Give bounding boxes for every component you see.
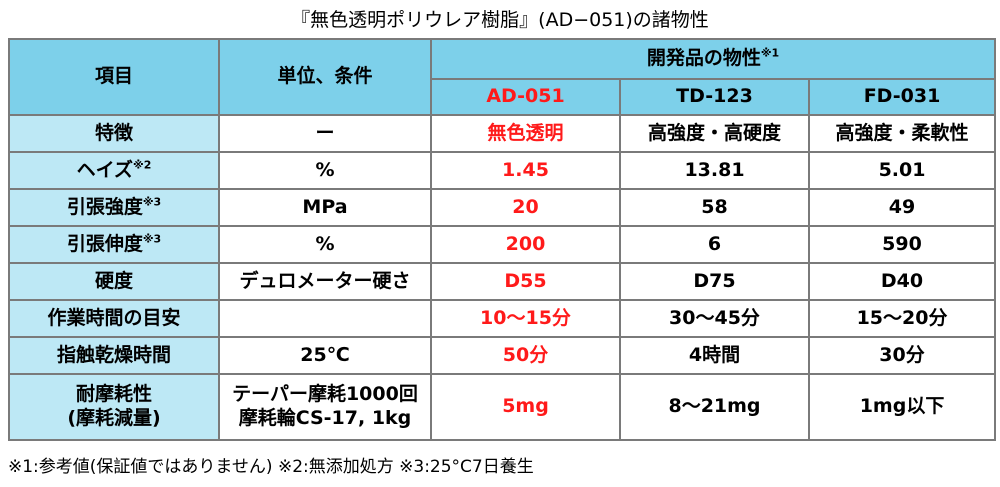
- table-row: 引張強度※3 MPa 20 58 49: [8, 188, 997, 227]
- row-label-text: 指触乾燥時間: [56, 343, 171, 366]
- cell-ad051: 50分: [430, 336, 621, 375]
- cell-fd031: 高強度・柔軟性: [807, 114, 997, 153]
- row-unit-line1: テーパー摩耗1000回: [232, 383, 418, 406]
- cell-td123: D75: [619, 262, 810, 301]
- header-group: 開発品の物性※1: [429, 38, 997, 80]
- row-unit: [218, 299, 432, 338]
- row-unit: デュロメーター硬さ: [218, 262, 432, 301]
- row-label-text: 引張伸度: [66, 232, 143, 255]
- row-unit: 25℃: [218, 336, 432, 375]
- row-label-note: ※3: [142, 195, 162, 209]
- row-unit: %: [218, 225, 432, 264]
- cell-td123: 4時間: [619, 336, 810, 375]
- row-unit: ー: [218, 114, 432, 153]
- cell-fd031: 49: [807, 188, 997, 227]
- header-unit: 単位、条件: [218, 38, 432, 116]
- cell-ad051: 1.45: [430, 151, 621, 190]
- row-unit: %: [218, 151, 432, 190]
- table-row: ヘイズ※2 % 1.45 13.81 5.01: [8, 151, 997, 190]
- cell-td123: 8〜21mg: [619, 373, 810, 441]
- row-unit-line2: 摩耗輪CS-17, 1kg: [238, 407, 412, 429]
- cell-td123: 30〜45分: [619, 299, 810, 338]
- row-label-text: 作業時間の目安: [47, 306, 181, 329]
- table-row: 作業時間の目安 10〜15分 30〜45分 15〜20分: [8, 299, 997, 338]
- properties-table: 項目 単位、条件 開発品の物性※1 AD-051 TD-123 FD-031 特…: [8, 38, 997, 441]
- cell-ad051: D55: [430, 262, 621, 301]
- cell-fd031: 15〜20分: [807, 299, 997, 338]
- cell-ad051: 無色透明: [430, 114, 621, 153]
- cell-fd031: 1mg以下: [807, 373, 997, 441]
- row-label-note: ※3: [142, 232, 162, 246]
- row-label-text: 硬度: [94, 269, 133, 292]
- header-group-label: 開発品の物性: [646, 47, 761, 70]
- row-label-text: 引張強度: [66, 195, 143, 218]
- cell-td123: 58: [619, 188, 810, 227]
- row-label: 引張伸度※3: [8, 225, 220, 264]
- cell-td123: 6: [619, 225, 810, 264]
- cell-ad051: 200: [430, 225, 621, 264]
- header-group-note: ※1: [760, 46, 780, 60]
- cell-td123: 高強度・高硬度: [619, 114, 810, 153]
- cell-ad051: 5mg: [430, 373, 621, 441]
- page-title: 『無色透明ポリウレア樹脂』(AD−051)の諸物性: [291, 9, 709, 31]
- cell-fd031: D40: [807, 262, 997, 301]
- cell-ad051: 10〜15分: [430, 299, 621, 338]
- cell-fd031: 5.01: [807, 151, 997, 190]
- row-label: 耐摩耗性 (摩耗減量): [8, 373, 220, 441]
- table-row: 指触乾燥時間 25℃ 50分 4時間 30分: [8, 336, 997, 375]
- row-label: 引張強度※3: [8, 188, 220, 227]
- cell-fd031: 30分: [807, 336, 997, 375]
- row-unit: テーパー摩耗1000回 摩耗輪CS-17, 1kg: [218, 373, 432, 441]
- row-label: 硬度: [8, 262, 220, 301]
- header-item: 項目: [8, 38, 220, 116]
- row-label-line2: (摩耗減量): [67, 407, 161, 429]
- cell-td123: 13.81: [619, 151, 810, 190]
- row-label: 指触乾燥時間: [8, 336, 220, 375]
- header-product-td123: TD-123: [619, 78, 810, 116]
- footnote: ※1:参考値(保証値ではありません) ※2:無添加処方 ※3:25°C7日養生: [8, 457, 534, 477]
- row-label-note: ※2: [133, 158, 152, 172]
- row-label: 作業時間の目安: [8, 299, 220, 338]
- table-row: 硬度 デュロメーター硬さ D55 D75 D40: [8, 262, 997, 301]
- table-row: 引張伸度※3 % 200 6 590: [8, 225, 997, 264]
- header-product-fd031: FD-031: [807, 78, 997, 116]
- row-label-text: 特徴: [94, 121, 133, 144]
- row-label-text: ヘイズ: [76, 158, 134, 181]
- table-row: 耐摩耗性 (摩耗減量) テーパー摩耗1000回 摩耗輪CS-17, 1kg 5m…: [8, 373, 997, 441]
- cell-fd031: 590: [807, 225, 997, 264]
- header-product-ad051: AD-051: [430, 78, 621, 116]
- row-unit: MPa: [218, 188, 432, 227]
- row-label: ヘイズ※2: [8, 151, 220, 190]
- row-label-line1: 耐摩耗性: [75, 383, 152, 406]
- row-label: 特徴: [8, 114, 220, 153]
- cell-ad051: 20: [430, 188, 621, 227]
- table-row: 特徴 ー 無色透明 高強度・高硬度 高強度・柔軟性: [8, 114, 997, 153]
